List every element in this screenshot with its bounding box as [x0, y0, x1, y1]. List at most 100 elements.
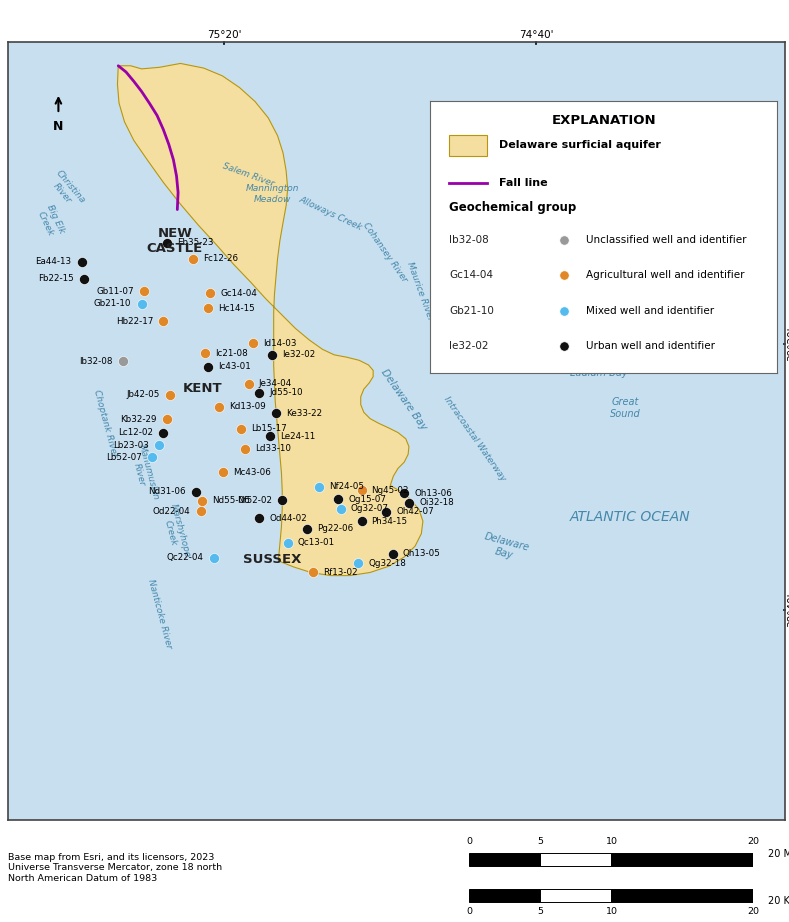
Text: Og32-07: Og32-07 [350, 504, 389, 514]
Text: Intracoastal Waterway: Intracoastal Waterway [442, 395, 507, 483]
Text: EXPLANATION: EXPLANATION [552, 113, 656, 126]
Point [146, 450, 159, 465]
Point [204, 286, 216, 301]
Text: Ib32-08: Ib32-08 [80, 357, 113, 366]
Point [264, 429, 276, 443]
Text: Delaware surficial aquifer: Delaware surficial aquifer [499, 140, 661, 150]
Text: Jb42-05: Jb42-05 [126, 390, 159, 399]
Text: N: N [53, 120, 64, 133]
Text: Ie32-02: Ie32-02 [282, 350, 316, 360]
Text: 0: 0 [466, 907, 473, 916]
Point [199, 346, 211, 361]
Text: 10: 10 [605, 837, 618, 846]
Point [355, 514, 368, 528]
Text: Ph34-15: Ph34-15 [372, 516, 408, 526]
Text: 20: 20 [747, 907, 760, 916]
Text: Nf24-05: Nf24-05 [329, 482, 364, 491]
Text: 20 KILOMETERS: 20 KILOMETERS [768, 896, 789, 906]
Point [276, 493, 289, 508]
Text: Id14-03: Id14-03 [263, 338, 297, 348]
Point [161, 412, 174, 427]
Point [238, 442, 251, 456]
Point [242, 376, 255, 391]
Text: 20 MILES: 20 MILES [768, 849, 789, 859]
Text: Eb35-23: Eb35-23 [178, 239, 214, 247]
Point [217, 465, 230, 479]
Point [398, 486, 410, 501]
Text: Christina
River: Christina River [46, 169, 87, 212]
Text: Qc13-01: Qc13-01 [297, 538, 335, 548]
Point [312, 479, 325, 494]
Text: Gb21-10: Gb21-10 [94, 299, 132, 308]
Text: Qc22-04: Qc22-04 [166, 553, 204, 562]
Text: Le24-11: Le24-11 [280, 432, 315, 441]
Text: Fc12-26: Fc12-26 [203, 254, 238, 263]
Text: Unclassified well and identifier: Unclassified well and identifier [586, 235, 746, 245]
Point [301, 522, 313, 537]
Text: KENT: KENT [182, 382, 222, 395]
Point [163, 387, 176, 402]
Point [270, 406, 282, 420]
Text: Kb32-29: Kb32-29 [121, 415, 157, 424]
Point [355, 483, 368, 498]
Bar [611, 889, 753, 902]
Point [152, 438, 165, 453]
Text: Lb15-17: Lb15-17 [251, 424, 287, 433]
Text: Gc14-04: Gc14-04 [449, 270, 493, 280]
Text: Lc12-02: Lc12-02 [118, 428, 153, 437]
Text: Nd55-06: Nd55-06 [212, 496, 250, 505]
Text: Fall line: Fall line [499, 178, 548, 188]
Text: Oh42-07: Oh42-07 [396, 507, 434, 516]
Text: Ic43-01: Ic43-01 [219, 362, 251, 371]
Text: Jd55-10: Jd55-10 [269, 388, 303, 397]
Text: Ludlam Bay: Ludlam Bay [570, 368, 627, 378]
Point [202, 301, 215, 315]
Text: Og15-07: Og15-07 [348, 495, 387, 504]
Point [234, 421, 247, 436]
Point [137, 284, 150, 299]
Text: Nd31-06: Nd31-06 [148, 487, 186, 496]
Text: Ng45-02: Ng45-02 [372, 486, 409, 494]
Point [557, 339, 570, 354]
Text: Hb22-17: Hb22-17 [116, 317, 153, 326]
Point [557, 268, 570, 283]
Text: Salem River: Salem River [222, 161, 276, 188]
Point [266, 348, 279, 362]
Text: Urban well and identifier: Urban well and identifier [586, 341, 715, 351]
Point [252, 511, 265, 526]
Point [387, 547, 399, 561]
Text: Alloways Creek: Alloways Creek [297, 195, 364, 232]
FancyBboxPatch shape [449, 136, 488, 156]
Text: Maurice River: Maurice River [405, 261, 435, 322]
Text: Ic21-08: Ic21-08 [215, 349, 249, 358]
Text: Lb52-07: Lb52-07 [107, 453, 142, 462]
Bar [540, 889, 611, 902]
Bar [469, 854, 540, 866]
Text: Delaware
Bay: Delaware Bay [481, 531, 530, 564]
Text: Geochemical group: Geochemical group [449, 201, 576, 214]
Text: Gc14-04: Gc14-04 [220, 289, 257, 298]
Text: Ie32-02: Ie32-02 [449, 341, 488, 351]
Point [246, 336, 259, 350]
Text: Great
Sound: Great Sound [611, 396, 641, 419]
Bar [611, 854, 753, 866]
Text: Nf52-02: Nf52-02 [237, 496, 272, 504]
Text: Je34-04: Je34-04 [259, 379, 292, 388]
Text: Big Elk
Creek: Big Elk Creek [36, 203, 66, 239]
Text: 10: 10 [605, 907, 618, 916]
Text: 5: 5 [537, 907, 544, 916]
Point [208, 550, 220, 565]
Text: 0: 0 [466, 837, 473, 846]
Text: Kd13-09: Kd13-09 [230, 402, 266, 411]
Text: 5: 5 [537, 837, 544, 846]
Text: Pg22-06: Pg22-06 [317, 525, 353, 534]
Text: Manumuskin
River: Manumuskin River [127, 443, 161, 504]
Point [352, 556, 365, 571]
Point [135, 296, 148, 311]
Point [557, 303, 570, 318]
Text: Marshyhope
Creek: Marshyhope Creek [159, 502, 192, 561]
Point [76, 254, 88, 269]
Bar [540, 854, 611, 866]
Text: Delaware Bay: Delaware Bay [380, 368, 429, 432]
Point [196, 493, 208, 508]
